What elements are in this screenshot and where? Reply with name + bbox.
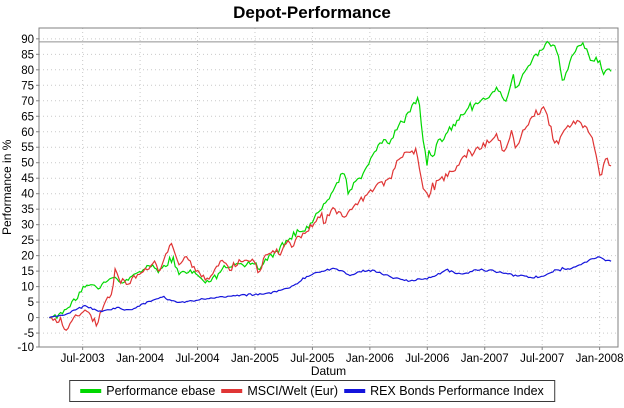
legend-label: Performance ebase [106, 384, 216, 398]
y-tick-label: 65 [21, 111, 34, 123]
y-tick-label: 35 [21, 204, 34, 216]
y-tick-label: 60 [21, 127, 34, 139]
series-line-msci-welt-eur- [49, 105, 612, 331]
y-tick-label: 55 [21, 142, 34, 154]
x-tick-label: Jul-2006 [405, 353, 449, 365]
series-line-rex-bonds-performance-index [49, 256, 612, 319]
legend-swatch [221, 389, 243, 393]
y-tick-label: 45 [21, 173, 34, 185]
y-tick-label: 40 [21, 189, 34, 201]
x-tick-label: Jan-2004 [116, 353, 165, 365]
series-line-performance-ebase [49, 40, 612, 320]
y-tick-label: 85 [21, 49, 34, 61]
y-tick-label: 90 [21, 34, 34, 46]
x-tick-label: Jul-2004 [175, 353, 220, 365]
x-tick-label: Jul-2007 [520, 353, 564, 365]
y-tick-label: 30 [21, 220, 34, 232]
chart-title: Depot-Performance [233, 3, 391, 22]
legend-item-1: MSCI/Welt (Eur) [221, 384, 338, 398]
x-tick-label: Jul-2005 [290, 353, 334, 365]
y-axis-title: Performance in % [0, 139, 14, 236]
y-tick-label: 15 [21, 266, 34, 278]
y-tick-label: -5 [24, 328, 34, 340]
x-axis-title: Datum [310, 364, 347, 378]
y-tick-label: -10 [17, 342, 34, 354]
y-tick-label: 70 [21, 96, 34, 108]
y-tick-label: 75 [21, 80, 34, 92]
legend-label: MSCI/Welt (Eur) [247, 384, 339, 398]
y-tick-label: 0 [28, 313, 34, 325]
y-tick-label: 5 [28, 297, 34, 309]
x-tick-label: Jul-2003 [61, 353, 105, 365]
x-tick-label: Jan-2008 [576, 353, 624, 365]
legend-swatch [344, 389, 366, 393]
y-tick-label: 20 [21, 251, 34, 263]
x-tick-label: Jan-2005 [231, 353, 279, 365]
plot-border [38, 27, 619, 348]
y-tick-label: 80 [21, 65, 34, 77]
legend-item-0: Performance ebase [80, 384, 215, 398]
legend-swatch [80, 389, 102, 393]
y-tick-label: 50 [21, 158, 34, 170]
legend-item-2: REX Bonds Performance Index [344, 384, 544, 398]
y-tick-label: 10 [21, 282, 34, 294]
x-tick-label: Jan-2006 [346, 353, 394, 365]
x-tick-label: Jan-2007 [461, 353, 509, 365]
legend-label: REX Bonds Performance Index [370, 384, 544, 398]
y-tick-label: 25 [21, 235, 34, 247]
plot-background [39, 28, 618, 347]
legend: Performance ebase MSCI/Welt (Eur) REX Bond… [69, 380, 555, 402]
